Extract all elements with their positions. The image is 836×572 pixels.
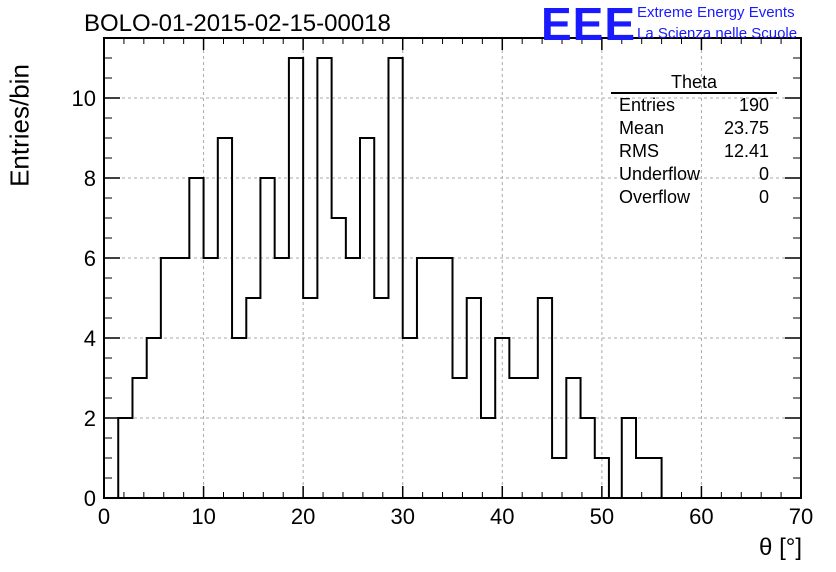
y-tick-label: 0 <box>84 486 96 511</box>
chart-title: BOLO-01-2015-02-15-00018 <box>84 10 391 37</box>
eee-logo: EEE <box>541 0 637 50</box>
stats-row-overflow: Overflow 0 <box>611 186 777 209</box>
logo-line-2: La Scienza nelle Scuole <box>637 25 798 42</box>
stats-label: Mean <box>619 118 665 138</box>
y-axis-label: Entries/bin <box>4 64 35 187</box>
x-tick-label: 40 <box>490 504 514 529</box>
stats-value: 190 <box>738 95 769 115</box>
y-tick-label: 10 <box>72 86 96 111</box>
logo-line-1: Extreme Energy Events <box>637 4 795 21</box>
stats-title: Theta <box>611 72 777 94</box>
stats-value: 12.41 <box>723 141 769 161</box>
x-tick-label: 20 <box>291 504 315 529</box>
stats-label: RMS <box>619 141 659 161</box>
y-tick-label: 6 <box>84 246 96 271</box>
stats-label: Underflow <box>619 164 701 184</box>
x-tick-label: 70 <box>789 504 813 529</box>
histogram-outline <box>117 57 663 499</box>
tick-labels: 0 10 20 30 40 50 60 70 0 2 4 6 8 10 <box>72 86 814 529</box>
x-tick-label: 50 <box>590 504 614 529</box>
stats-value: 23.75 <box>723 118 769 138</box>
x-tick-label: 60 <box>689 504 713 529</box>
x-tick-label: 10 <box>191 504 215 529</box>
y-tick-label: 8 <box>84 166 96 191</box>
stats-row-rms: RMS 12.41 <box>611 140 777 163</box>
stats-row-entries: Entries 190 <box>611 94 777 117</box>
stats-row-mean: Mean 23.75 <box>611 117 777 140</box>
stats-label: Entries <box>619 95 676 115</box>
x-tick-label: 0 <box>98 504 110 529</box>
stats-value: 0 <box>758 164 769 184</box>
x-tick-label: 30 <box>390 504 414 529</box>
y-tick-label: 4 <box>84 326 96 351</box>
x-axis-label: θ [°] <box>759 534 802 561</box>
stats-row-underflow: Underflow 0 <box>611 163 777 186</box>
plot-frame <box>103 37 802 499</box>
y-tick-label: 2 <box>84 406 96 431</box>
stats-box: Theta Entries 190 Mean 23.75 RMS 12.41 U… <box>611 72 777 209</box>
stats-label: Overflow <box>619 187 691 207</box>
stats-value: 0 <box>758 187 769 207</box>
